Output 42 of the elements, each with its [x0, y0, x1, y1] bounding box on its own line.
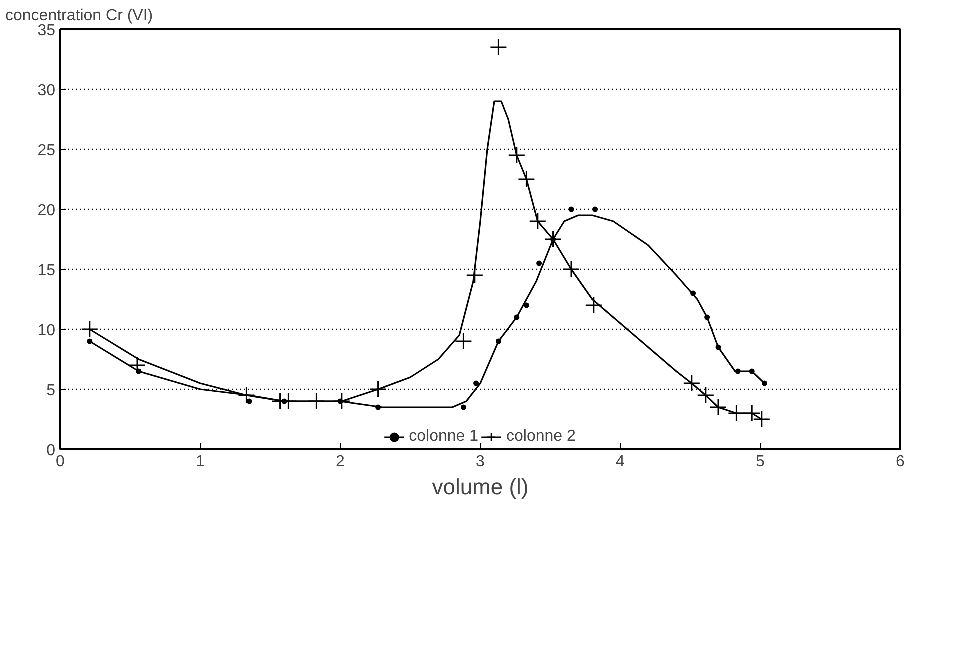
- x-tick-label: 2: [336, 454, 346, 470]
- point: [454, 332, 472, 350]
- point: [490, 38, 508, 56]
- y-axis-title: concentration Cr (VI): [6, 8, 154, 24]
- point: [246, 398, 252, 404]
- y-tick-label: 15: [38, 262, 56, 280]
- point: [562, 260, 580, 278]
- legend-label: colonne 2: [506, 428, 576, 446]
- point: [536, 260, 542, 266]
- point: [474, 380, 480, 386]
- y-tick-label: 20: [38, 202, 56, 220]
- point: [568, 206, 574, 212]
- y-tick-label: 30: [38, 82, 56, 100]
- point: [81, 320, 99, 338]
- point: [518, 170, 536, 188]
- point: [460, 404, 466, 410]
- y-tick-label: 35: [38, 22, 56, 40]
- point: [508, 146, 526, 164]
- point: [753, 410, 771, 428]
- x-tick-label: 4: [616, 454, 626, 470]
- y-tick-label: 25: [38, 142, 56, 160]
- point: [710, 398, 728, 416]
- point: [529, 212, 547, 230]
- point: [238, 386, 256, 404]
- legend-label: colonne 1: [409, 428, 478, 446]
- point: [585, 296, 603, 314]
- point: [697, 386, 715, 404]
- x-axis-title: volume (l): [432, 474, 529, 500]
- point: [544, 230, 562, 248]
- point: [128, 356, 146, 374]
- x-tick-label: 3: [476, 454, 486, 470]
- point: [592, 206, 598, 212]
- point: [370, 380, 388, 398]
- x-tick-label: 5: [756, 454, 766, 470]
- point: [683, 374, 701, 392]
- point: [466, 266, 484, 284]
- x-tick-label: 1: [196, 454, 206, 470]
- y-tick-label: 10: [38, 322, 56, 340]
- y-tick-label: 5: [46, 382, 56, 400]
- point: [524, 302, 530, 308]
- x-tick-label: 6: [896, 454, 906, 470]
- y-tick-label: 0: [46, 442, 56, 460]
